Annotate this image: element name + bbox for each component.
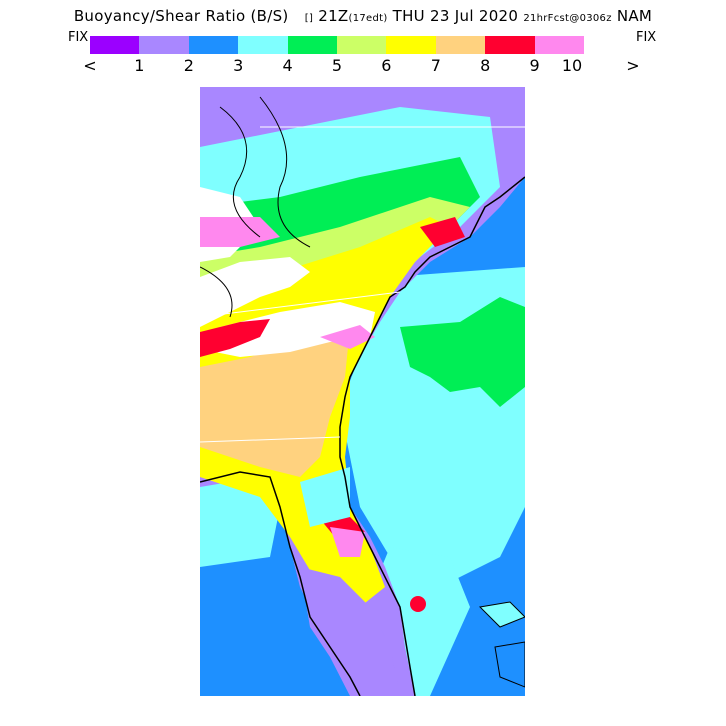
georgia-cyan-pocket xyxy=(300,467,350,527)
gulf-coastline xyxy=(200,471,361,696)
red-region-west xyxy=(200,319,270,357)
legend-tick-4: 4 xyxy=(282,56,293,75)
valid-date: THU 23 Jul 2020 xyxy=(392,7,519,25)
state-border-ga-fl xyxy=(200,436,341,443)
legend-swatch-6 xyxy=(336,36,387,54)
legend-swatch-2 xyxy=(139,36,189,54)
pink-region-central xyxy=(320,325,375,349)
legend-swatch-9 xyxy=(485,36,535,54)
legend-swatch-3 xyxy=(188,36,239,54)
offshore-green-region xyxy=(400,297,525,407)
legend-tick-3: 3 xyxy=(233,56,244,75)
pink-region-north xyxy=(200,217,280,247)
legend-swatch-1 xyxy=(90,36,140,54)
pink-region-florida xyxy=(330,527,365,557)
fix-label-right: FIX xyxy=(636,30,657,45)
greater-than-tick: > xyxy=(626,56,640,75)
less-than-tick: < xyxy=(83,56,97,75)
legend-swatch-10 xyxy=(534,36,584,54)
island-south xyxy=(494,641,525,688)
forecast-info: 21hrFcst@0306z xyxy=(523,13,612,24)
contour-line-3 xyxy=(200,266,233,318)
forecast-map xyxy=(200,87,525,696)
legend-tick-2: 2 xyxy=(183,56,194,75)
map-field xyxy=(200,87,525,696)
legend-tick-8: 8 xyxy=(480,56,491,75)
white-region-central xyxy=(215,302,375,357)
florida-purple-region xyxy=(300,567,400,696)
contour-line-2 xyxy=(259,96,311,248)
legend-swatch-4 xyxy=(238,36,288,54)
east-coastline xyxy=(339,176,525,696)
red-region-coast xyxy=(420,217,465,247)
contour-line-1 xyxy=(219,106,261,238)
legend-swatch-7 xyxy=(386,36,436,54)
legend-tick-5: 5 xyxy=(331,56,343,75)
legend-tick-9: 9 xyxy=(529,56,540,75)
model-name: NAM xyxy=(616,7,653,25)
legend-swatch-5 xyxy=(287,36,337,54)
legend-tick-6: 6 xyxy=(381,56,392,75)
color-legend xyxy=(90,36,584,54)
local-time: (17edt) xyxy=(348,13,388,24)
legend-tick-10: 10 xyxy=(561,56,583,75)
title-box: [] xyxy=(304,13,314,24)
title-main: Buoyancy/Shear Ratio (B/S) xyxy=(73,7,289,25)
fix-label-left: FIX xyxy=(68,30,89,45)
legend-tick-7: 7 xyxy=(430,56,441,75)
chart-title: Buoyancy/Shear Ratio (B/S) [] 21Z(17edt)… xyxy=(0,7,726,25)
legend-tick-1: 1 xyxy=(134,56,145,75)
bahamas-island xyxy=(478,601,525,628)
state-border-nc-sc xyxy=(200,291,401,318)
valid-time: 21Z xyxy=(318,7,349,25)
red-spot-offshore xyxy=(410,596,426,612)
legend-ticks: < > 1 2 3 4 5 6 7 8 9 10 xyxy=(0,56,726,78)
orange-region xyxy=(200,327,350,477)
legend-swatch-8 xyxy=(435,36,486,54)
white-region-mid xyxy=(200,257,310,327)
